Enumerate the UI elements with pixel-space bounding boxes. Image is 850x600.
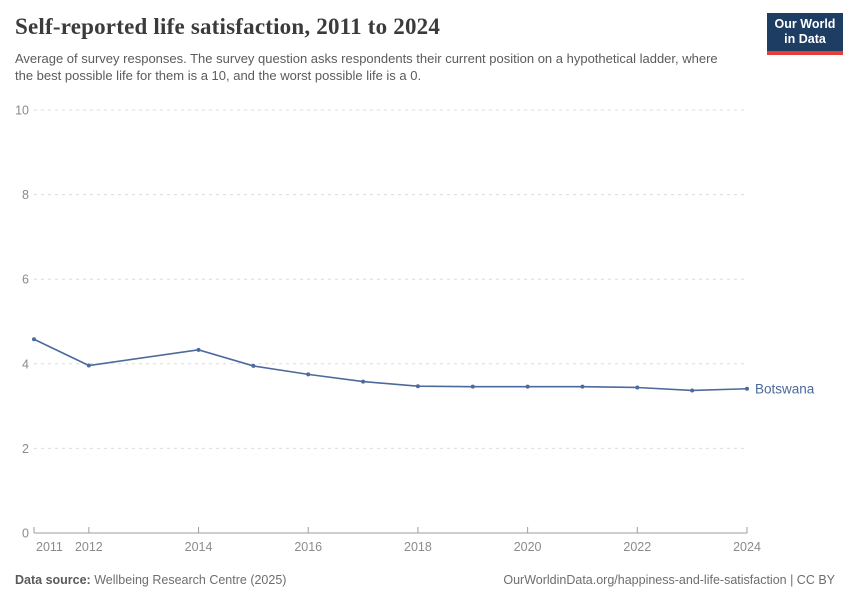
x-axis-tick-label: 2022 <box>623 540 651 554</box>
x-axis-tick-label: 2014 <box>185 540 213 554</box>
data-point <box>525 384 530 389</box>
chart-footer: Data source: Wellbeing Research Centre (… <box>15 573 835 587</box>
data-point <box>306 372 311 377</box>
series-label: Botswana <box>755 381 815 396</box>
data-point <box>470 384 475 389</box>
y-axis-tick-label: 0 <box>22 527 29 541</box>
data-point <box>251 363 256 368</box>
data-point <box>690 388 695 393</box>
y-axis-tick-label: 6 <box>22 273 29 287</box>
owid-logo-line1: Our World <box>774 17 836 31</box>
y-axis-tick-label: 2 <box>22 442 29 456</box>
data-point <box>196 347 201 352</box>
owid-logo: Our World in Data <box>767 13 843 55</box>
data-point <box>32 337 36 342</box>
y-axis-tick-label: 4 <box>22 357 29 371</box>
page-title: Self-reported life satisfaction, 2011 to… <box>15 14 441 39</box>
data-point <box>635 385 640 390</box>
data-point <box>361 379 366 384</box>
data-point <box>86 363 91 368</box>
x-axis-tick-label: 2024 <box>733 540 761 554</box>
y-axis-tick-label: 8 <box>22 188 29 202</box>
series-line <box>33 338 748 392</box>
x-axis-tick-label: 2018 <box>404 540 432 554</box>
x-axis-tick-label: 2011 <box>36 540 63 554</box>
x-axis-tick-label: 2016 <box>294 540 322 554</box>
y-axis-tick-label: 10 <box>15 104 29 118</box>
data-source-label: Data source: <box>15 573 91 587</box>
chart-subtitle: Average of survey responses. The survey … <box>15 51 718 83</box>
data-point <box>580 384 585 389</box>
data-point <box>415 384 420 389</box>
data-source-value: Wellbeing Research Centre (2025) <box>94 573 287 587</box>
data-point <box>745 386 749 391</box>
attribution: OurWorldinData.org/happiness-and-life-sa… <box>503 573 835 587</box>
owid-logo-line2: in Data <box>784 32 826 47</box>
x-axis-tick-label: 2020 <box>514 540 542 554</box>
data-source: Data source: Wellbeing Research Centre (… <box>15 573 286 587</box>
x-axis-tick-label: 2012 <box>75 540 103 554</box>
